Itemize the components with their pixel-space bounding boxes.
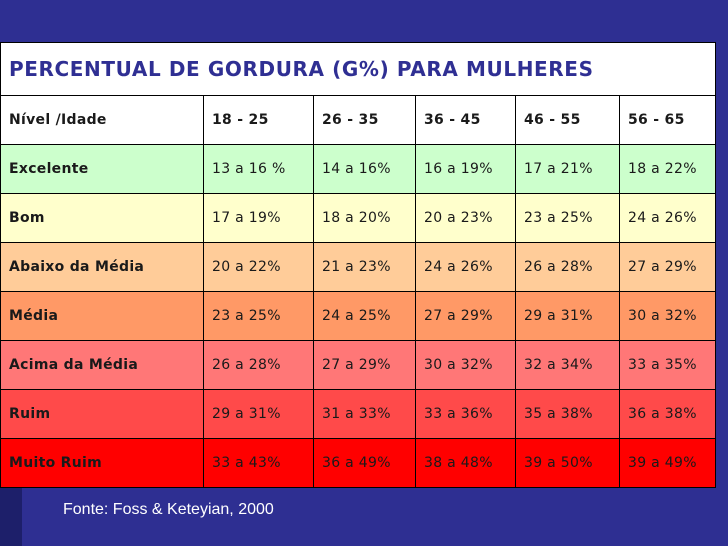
table-cell: 27 a 29% (313, 340, 416, 390)
header-cell-56-65: 56 - 65 (618, 95, 717, 145)
row-label: Média (0, 291, 204, 341)
row-label: Muito Ruim (0, 438, 204, 488)
table-cell: 24 a 25% (313, 291, 416, 341)
table-cell: 36 a 49% (313, 438, 416, 488)
table-cell: 35 a 38% (515, 389, 620, 439)
header-cell-46-55: 46 - 55 (515, 95, 620, 145)
table-cell: 26 a 28% (203, 340, 314, 390)
header-cell-36-45: 36 - 45 (415, 95, 516, 145)
table-cell: 39 a 50% (515, 438, 620, 488)
table-cell: 20 a 23% (415, 193, 516, 243)
row-label: Bom (0, 193, 204, 243)
table-header-row: Nível /Idade 18 - 25 26 - 35 36 - 45 46 … (0, 95, 717, 145)
table-cell: 33 a 43% (203, 438, 314, 488)
table-cell: 27 a 29% (618, 242, 717, 292)
table-row: Bom 17 a 19% 18 a 20% 20 a 23% 23 a 25% … (0, 193, 717, 243)
table-cell: 14 a 16% (313, 144, 416, 194)
row-label: Abaixo da Média (0, 242, 204, 292)
table-title-row: PERCENTUAL DE GORDURA (G%) PARA MULHERES (0, 42, 717, 96)
row-label: Acima da Média (0, 340, 204, 390)
table-title: PERCENTUAL DE GORDURA (G%) PARA MULHERES (0, 42, 717, 96)
table-cell: 32 a 34% (515, 340, 620, 390)
table-row: Muito Ruim 33 a 43% 36 a 49% 38 a 48% 39… (0, 438, 717, 488)
table-row: Média 23 a 25% 24 a 25% 27 a 29% 29 a 31… (0, 291, 717, 341)
table-cell: 29 a 31% (203, 389, 314, 439)
table-cell: 38 a 48% (415, 438, 516, 488)
table-cell: 27 a 29% (415, 291, 516, 341)
table-row: Ruim 29 a 31% 31 a 33% 33 a 36% 35 a 38%… (0, 389, 717, 439)
row-label: Ruim (0, 389, 204, 439)
table-cell: 36 a 38% (618, 389, 717, 439)
table-cell: 30 a 32% (618, 291, 717, 341)
table-cell: 26 a 28% (515, 242, 620, 292)
table-row: Excelente 13 a 16 % 14 a 16% 16 a 19% 17… (0, 144, 717, 194)
table-cell: 23 a 25% (515, 193, 620, 243)
table-cell: 24 a 26% (618, 193, 717, 243)
source-citation: Fonte: Foss & Keteyian, 2000 (63, 501, 274, 518)
table-cell: 23 a 25% (203, 291, 314, 341)
table-cell: 24 a 26% (415, 242, 516, 292)
table-cell: 30 a 32% (415, 340, 516, 390)
table-cell: 17 a 21% (515, 144, 620, 194)
table-cell: 39 a 49% (618, 438, 717, 488)
table-cell: 20 a 22% (203, 242, 314, 292)
table-cell: 18 a 20% (313, 193, 416, 243)
table-cell: 13 a 16 % (203, 144, 314, 194)
table-cell: 16 a 19% (415, 144, 516, 194)
table-row: Acima da Média 26 a 28% 27 a 29% 30 a 32… (0, 340, 717, 390)
body-fat-table: PERCENTUAL DE GORDURA (G%) PARA MULHERES… (0, 42, 717, 488)
table-cell: 17 a 19% (203, 193, 314, 243)
header-cell-18-25: 18 - 25 (203, 95, 314, 145)
table-cell: 31 a 33% (313, 389, 416, 439)
table-row: Abaixo da Média 20 a 22% 21 a 23% 24 a 2… (0, 242, 717, 292)
table-cell: 33 a 35% (618, 340, 717, 390)
table-cell: 29 a 31% (515, 291, 620, 341)
table-cell: 21 a 23% (313, 242, 416, 292)
table-cell: 18 a 22% (618, 144, 717, 194)
row-label: Excelente (0, 144, 204, 194)
table-cell: 33 a 36% (415, 389, 516, 439)
header-cell-level-age: Nível /Idade (0, 95, 204, 145)
header-cell-26-35: 26 - 35 (313, 95, 416, 145)
decorative-stripe (0, 480, 22, 546)
